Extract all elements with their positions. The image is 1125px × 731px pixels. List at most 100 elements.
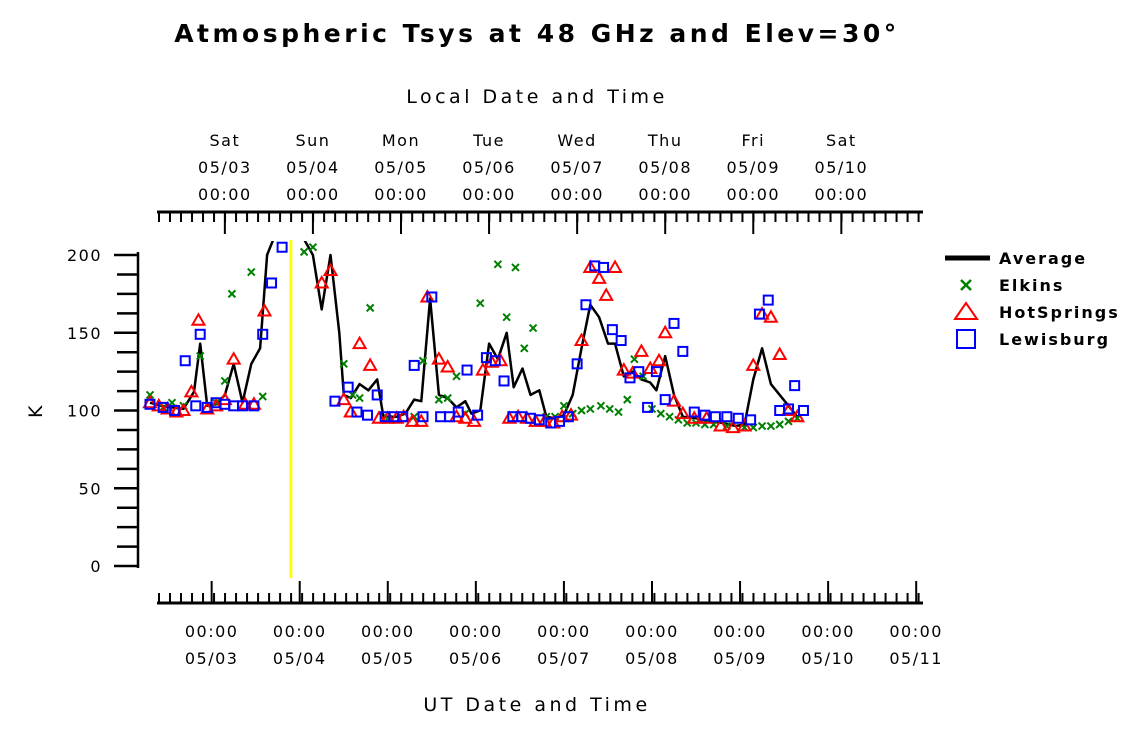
point-hotsprings bbox=[322, 262, 339, 277]
bottom-tick-date: 05/05 bbox=[361, 649, 415, 668]
point-hotsprings bbox=[175, 402, 192, 416]
top-tick-time: 00:00 bbox=[286, 185, 340, 204]
bottom-tick-date: 05/08 bbox=[625, 649, 679, 668]
point-elkins bbox=[452, 372, 461, 381]
point-elkins bbox=[365, 303, 375, 313]
series-line-average bbox=[149, 241, 799, 428]
cross-stroke bbox=[656, 409, 666, 418]
point-lewisburg bbox=[144, 398, 156, 410]
cross-stroke bbox=[605, 404, 614, 414]
point-hotsprings bbox=[439, 358, 456, 373]
y-tick-label: 100 bbox=[67, 402, 102, 421]
top-tick-date: 05/03 bbox=[198, 158, 252, 177]
axes: Sat 05/03 00:00 Sun 05/04 00:00 Mon 05/05 00:00 T… bbox=[67, 131, 942, 668]
legend-swatch-hotsprings bbox=[953, 301, 979, 320]
cross-stroke bbox=[227, 289, 237, 299]
point-lewisburg bbox=[789, 380, 801, 392]
point-hotsprings bbox=[501, 410, 518, 424]
point-hotsprings bbox=[633, 343, 650, 357]
top-tick-date: 05/06 bbox=[462, 158, 516, 177]
point-lewisburg bbox=[782, 403, 794, 415]
point-lewisburg bbox=[598, 261, 610, 273]
cross-stroke bbox=[418, 356, 428, 365]
point-lewisburg bbox=[472, 409, 484, 421]
point-hotsprings bbox=[475, 362, 491, 376]
point-lewisburg bbox=[257, 328, 269, 340]
point-lewisburg bbox=[745, 414, 757, 426]
point-elkins bbox=[308, 243, 318, 252]
point-elkins bbox=[299, 247, 309, 257]
point-lewisburg bbox=[371, 389, 383, 401]
point-hotsprings bbox=[225, 351, 242, 365]
point-elkins bbox=[247, 267, 256, 277]
top-tick-time: 00:00 bbox=[462, 185, 516, 204]
y-axis-label: K bbox=[25, 402, 47, 418]
point-lewisburg bbox=[615, 335, 627, 347]
bottom-tick-time: 00:00 bbox=[273, 622, 327, 641]
point-elkins bbox=[418, 356, 428, 365]
point-elkins bbox=[511, 263, 520, 272]
bottom-tick-date: 05/03 bbox=[185, 649, 239, 668]
cross-stroke bbox=[775, 420, 784, 429]
point-lewisburg bbox=[179, 355, 191, 367]
point-hotsprings bbox=[666, 393, 682, 407]
cross-stroke bbox=[502, 312, 511, 322]
point-hotsprings bbox=[142, 394, 158, 409]
point-lewisburg bbox=[659, 394, 671, 406]
point-lewisburg bbox=[642, 401, 654, 413]
point-elkins bbox=[614, 407, 623, 417]
bottom-tick-time: 00:00 bbox=[625, 622, 679, 641]
point-elkins bbox=[434, 395, 444, 404]
point-elkins bbox=[520, 344, 529, 353]
cross-stroke bbox=[577, 406, 586, 415]
point-hotsprings bbox=[607, 259, 623, 273]
point-lewisburg bbox=[498, 375, 510, 387]
cross-stroke bbox=[766, 421, 776, 431]
bottom-tick-date: 05/06 bbox=[449, 649, 503, 668]
point-hotsprings bbox=[591, 270, 607, 284]
cross-stroke bbox=[960, 279, 972, 291]
point-elkins bbox=[528, 323, 538, 333]
top-tick-time: 00:00 bbox=[374, 185, 428, 204]
bottom-tick-date: 05/09 bbox=[713, 649, 767, 668]
point-hotsprings bbox=[380, 410, 396, 424]
point-hotsprings bbox=[256, 302, 273, 317]
point-elkins bbox=[605, 404, 614, 414]
y-tick-label: 0 bbox=[90, 557, 102, 576]
point-lewisburg bbox=[408, 359, 420, 371]
point-hotsprings bbox=[190, 312, 207, 326]
cross-stroke bbox=[355, 393, 364, 403]
top-tick-day: Tue bbox=[472, 131, 505, 150]
point-lewisburg bbox=[169, 405, 181, 416]
bottom-tick-time: 00:00 bbox=[449, 622, 503, 641]
cross-stroke bbox=[476, 298, 485, 308]
top-axis-label: Local Date and Time bbox=[406, 86, 668, 108]
point-elkins bbox=[493, 260, 503, 269]
point-elkins bbox=[596, 401, 606, 411]
point-elkins bbox=[775, 420, 784, 429]
point-elkins bbox=[443, 393, 452, 403]
top-tick-time: 00:00 bbox=[198, 185, 252, 204]
point-lewisburg bbox=[688, 406, 700, 418]
bottom-axis-label: UT Date and Time bbox=[423, 694, 650, 716]
cross-stroke bbox=[308, 243, 318, 252]
point-hotsprings bbox=[351, 335, 368, 350]
top-tick-time: 00:00 bbox=[638, 185, 692, 204]
top-tick-day: Mon bbox=[382, 131, 420, 150]
point-hotsprings bbox=[343, 404, 359, 418]
point-hotsprings bbox=[582, 259, 599, 273]
point-lewisburg bbox=[633, 366, 645, 378]
cross-stroke bbox=[365, 303, 375, 313]
point-lewisburg bbox=[721, 411, 733, 423]
top-tick-time: 00:00 bbox=[815, 185, 869, 204]
cross-stroke bbox=[528, 323, 538, 333]
y-tick-label: 150 bbox=[67, 324, 102, 343]
point-lewisburg bbox=[190, 400, 202, 412]
point-hotsprings bbox=[362, 357, 378, 371]
bottom-tick-time: 00:00 bbox=[185, 622, 239, 641]
top-tick-day: Sun bbox=[295, 131, 330, 150]
cross-stroke bbox=[586, 404, 595, 414]
point-hotsprings bbox=[183, 383, 200, 398]
point-lewisburg bbox=[351, 406, 363, 418]
top-tick-day: Sat bbox=[826, 131, 857, 150]
